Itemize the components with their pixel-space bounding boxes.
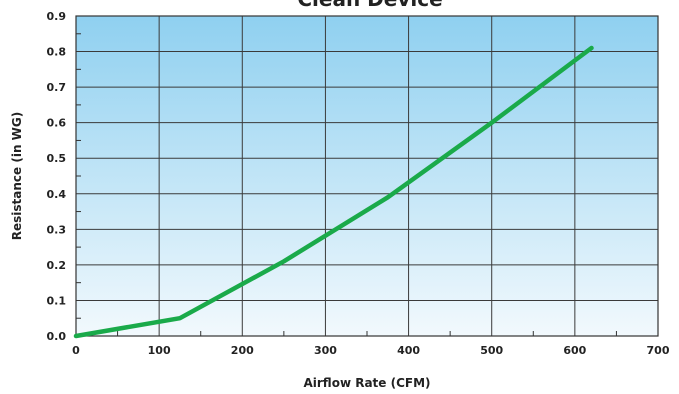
y-tick-label: 0.3 xyxy=(47,223,67,236)
y-tick-label: 0.0 xyxy=(47,330,67,343)
x-tick-label: 100 xyxy=(148,344,171,357)
x-tick-label: 400 xyxy=(397,344,420,357)
x-tick-label: 500 xyxy=(480,344,503,357)
y-tick-label: 0.9 xyxy=(47,10,67,23)
x-axis-tick-labels: 0 100 200 300 400 500 600 700 xyxy=(72,344,670,357)
x-tick-label: 300 xyxy=(314,344,337,357)
x-tick-label: 200 xyxy=(231,344,254,357)
y-tick-label: 0.1 xyxy=(47,294,67,307)
x-axis-title: Airflow Rate (CFM) xyxy=(303,376,430,390)
y-tick-label: 0.8 xyxy=(47,46,67,59)
x-tick-label: 0 xyxy=(72,344,80,357)
y-axis-title: Resistance (in WG) xyxy=(10,112,24,240)
chart-title: Clean Device xyxy=(297,0,442,11)
y-axis-tick-labels: 0.0 0.1 0.2 0.3 0.4 0.5 0.6 0.7 0.8 0.9 xyxy=(47,10,67,343)
x-tick-label: 600 xyxy=(563,344,586,357)
grid-lines xyxy=(76,16,658,336)
y-tick-label: 0.4 xyxy=(47,188,67,201)
y-tick-label: 0.7 xyxy=(47,81,67,94)
plot-border xyxy=(75,15,659,337)
minor-ticks xyxy=(76,33,617,336)
x-tick-label: 700 xyxy=(647,344,670,357)
y-tick-label: 0.6 xyxy=(47,117,67,130)
series-line xyxy=(73,45,594,339)
y-tick-label: 0.5 xyxy=(47,152,67,165)
y-tick-label: 0.2 xyxy=(47,259,67,272)
